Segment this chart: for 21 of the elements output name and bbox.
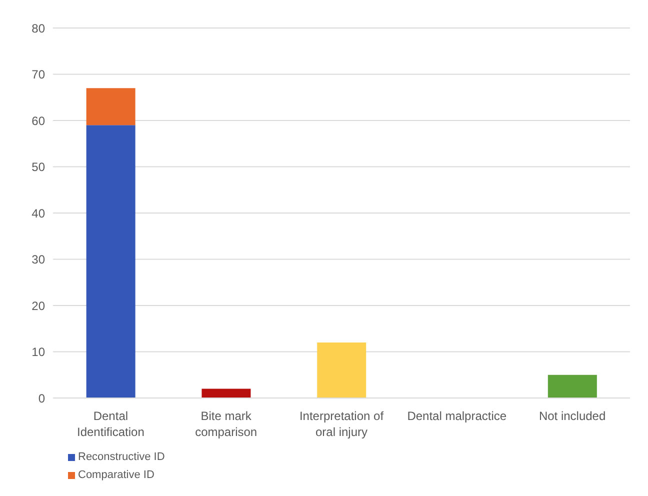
bar — [317, 342, 366, 398]
bar — [86, 125, 136, 398]
bar — [548, 374, 597, 398]
bar — [86, 88, 136, 126]
y-tick-label: 10 — [32, 345, 46, 360]
y-tick-label: 0 — [38, 391, 46, 406]
x-tick-label: Not included — [538, 409, 606, 423]
bar — [202, 388, 251, 398]
legend-label: Comparative ID — [78, 469, 154, 481]
y-tick-label: 80 — [32, 21, 46, 36]
y-tick-label: 60 — [32, 114, 46, 128]
y-tick-label: 50 — [32, 160, 46, 174]
x-tick-label: Bite mark comparison — [195, 409, 258, 439]
y-tick-label: 40 — [32, 206, 46, 220]
y-tick-label: 20 — [32, 298, 46, 313]
x-tick-label: Interpretation of oral injury — [299, 409, 384, 439]
y-tick-label: 30 — [32, 252, 46, 267]
legend-label: Reconstructive ID — [78, 451, 165, 463]
y-tick-label: 70 — [32, 68, 46, 82]
x-tick-label: Dental malpractice — [407, 409, 507, 423]
x-tick-label: Dental Identification — [77, 409, 144, 439]
